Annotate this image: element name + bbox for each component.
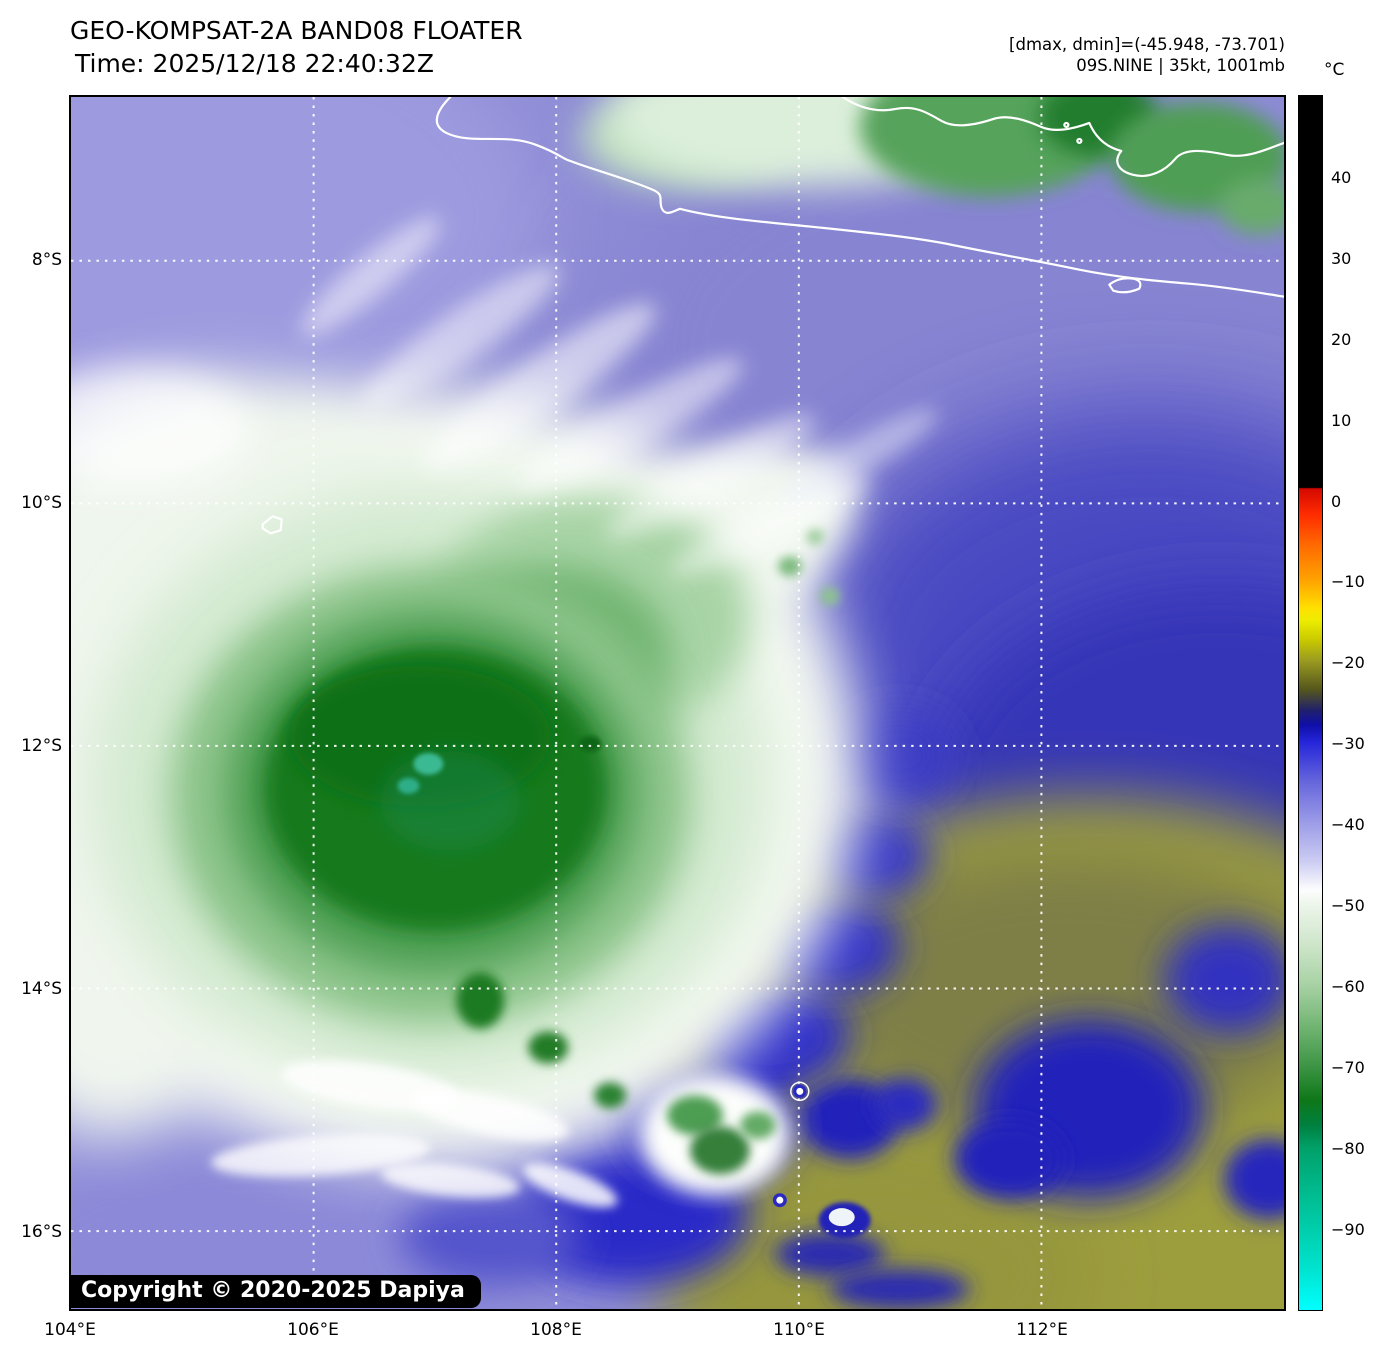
figure-title: GEO-KOMPSAT-2A BAND08 FLOATER — [70, 16, 523, 45]
colorbar-tick-label: −80 — [1331, 1139, 1365, 1158]
cloud-field — [71, 97, 1284, 1309]
colorbar-tick-label: −90 — [1331, 1220, 1365, 1239]
colorbar-tick-label: 20 — [1331, 330, 1352, 349]
small-island-outline — [261, 515, 283, 535]
islet-dot — [1076, 137, 1083, 145]
annotation-block: [dmax, dmin]=(-45.948, -73.701) 09S.NINE… — [800, 34, 1285, 76]
islet-dot — [1063, 121, 1070, 129]
coastline-overlay — [261, 97, 1284, 535]
colorbar-tick-label: 40 — [1331, 168, 1352, 187]
java-south-coastline — [435, 97, 1284, 298]
colorbar-tick-label: 30 — [1331, 249, 1352, 268]
lat-axis-tick-label: 16°S — [21, 1222, 62, 1242]
storm-intensity-readout: 09S.NINE | 35kt, 1001mb — [1076, 56, 1285, 75]
lat-lon-gridlines — [71, 97, 1284, 1309]
offshore-island-outline — [1108, 277, 1142, 294]
figure-title-block: GEO-KOMPSAT-2A BAND08 FLOATER Time: 2025… — [70, 14, 523, 80]
map-plot-area: Copyright © 2020-2025 Dapiya — [69, 95, 1286, 1311]
colorbar-tick-label: −70 — [1331, 1058, 1365, 1077]
colorbar-tick-label: −20 — [1331, 653, 1365, 672]
lon-axis-tick-label: 112°E — [1016, 1320, 1068, 1340]
colorbar-tick-label: −60 — [1331, 977, 1365, 996]
lon-axis-tick-label: 104°E — [44, 1320, 96, 1340]
small-convective-cells — [772, 1081, 871, 1239]
colorbar-tick-label: 0 — [1331, 492, 1342, 511]
dmax-dmin-readout: [dmax, dmin]=(-45.948, -73.701) — [1009, 35, 1285, 54]
lat-axis-tick-label: 14°S — [21, 979, 62, 999]
colorbar-tick-label: −50 — [1331, 896, 1365, 915]
lon-axis-tick-label: 106°E — [287, 1320, 339, 1340]
java-north-coastline — [841, 97, 1284, 177]
colorbar-tick-label: −10 — [1331, 572, 1365, 591]
colorbar-tick-label: −30 — [1331, 734, 1365, 753]
lon-axis-tick-label: 108°E — [530, 1320, 582, 1340]
lat-axis-tick-label: 10°S — [21, 493, 62, 513]
copyright-badge: Copyright © 2020-2025 Dapiya — [71, 1275, 481, 1308]
colorbar-tick-label: −40 — [1331, 815, 1365, 834]
temperature-colorbar — [1298, 95, 1323, 1311]
lat-axis-tick-label: 8°S — [31, 250, 62, 270]
lat-axis-tick-label: 12°S — [21, 736, 62, 756]
lon-axis-tick-label: 110°E — [773, 1320, 825, 1340]
colorbar-unit-label: °C — [1324, 60, 1345, 80]
figure-timestamp: Time: 2025/12/18 22:40:32Z — [75, 49, 434, 78]
colorbar-tick-label: 10 — [1331, 411, 1352, 430]
satellite-map-image — [71, 97, 1284, 1309]
